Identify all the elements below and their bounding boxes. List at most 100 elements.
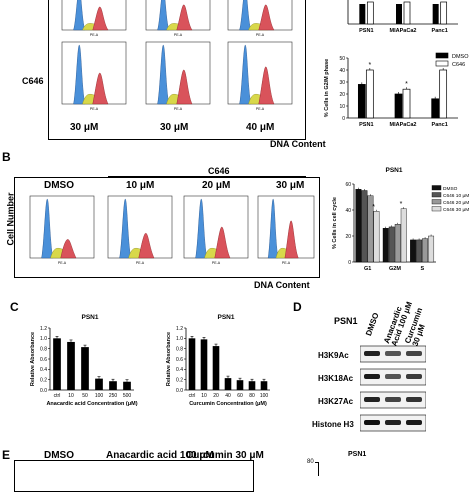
- panel-b-sample-label: DMSO: [44, 180, 74, 191]
- y-tick-label: 0.8: [176, 346, 183, 352]
- g2m-peak: [284, 220, 299, 259]
- g1-peak: [119, 198, 132, 259]
- significance-mark: *: [405, 81, 408, 88]
- tick-label: ctrl: [54, 393, 61, 399]
- axis-label-pe-a: PE-A: [256, 33, 265, 37]
- y-tick-label: 0: [348, 260, 351, 266]
- axis-label-pe-a: PE-A: [256, 107, 265, 111]
- histogram-frame: [183, 195, 249, 259]
- g2m-peak: [258, 4, 275, 31]
- tick-label: 10: [68, 393, 74, 399]
- y-axis-label: Relative Absorbance: [166, 332, 172, 386]
- panel-d-title: PSN1: [334, 316, 358, 326]
- bar: [431, 98, 440, 119]
- g2m-peak: [138, 232, 155, 259]
- panel-b-x-axis-label: DNA Content: [254, 280, 310, 290]
- panel-e-ytick: 80: [307, 459, 314, 465]
- y-tick-label: 0.0: [176, 388, 183, 394]
- axis-label-pe-a: PE-A: [90, 107, 99, 111]
- tick-label: 50: [82, 393, 88, 399]
- g1-peak: [157, 0, 170, 31]
- histogram-frame: [61, 0, 127, 31]
- panel-a-x-axis-label: DNA Content: [270, 139, 326, 149]
- y-tick-label: 0.4: [40, 367, 47, 373]
- bar: [359, 4, 366, 24]
- panel-e-chart-title: PSN1: [348, 451, 367, 458]
- y-tick-label: 1.0: [176, 336, 183, 342]
- tick-label: MIAPaCa2: [390, 122, 417, 128]
- tick-label: S: [420, 266, 424, 272]
- figure-canvas: PE-A PE-A PE-A PE-A PE-A PE-A PE-A PE-A PE-A PE-…: [29, 0, 315, 265]
- g2m-peak: [60, 239, 77, 259]
- legend-label: C646 10 μM: [443, 193, 469, 199]
- g2m-peak: [92, 6, 109, 31]
- g2m-peak: [176, 4, 193, 31]
- axis-label-pe-a: PE-A: [174, 107, 183, 111]
- legend-label: DMSO: [443, 186, 458, 192]
- bar: [432, 4, 439, 24]
- y-tick-label: 10: [339, 104, 345, 110]
- bar: [396, 4, 402, 24]
- panel-c-letter: C: [10, 300, 19, 314]
- y-tick-label: 0.8: [40, 346, 47, 352]
- panel-b-letter: B: [2, 150, 11, 164]
- bar: [361, 190, 368, 263]
- panel-a-charts: PSN1 MIAPaCa2 Panc1 0 10 20 30 40 50 % Cells in …: [324, 0, 469, 128]
- y-tick-label: 0: [342, 116, 345, 122]
- x-axis-label: Curcumin Concentration (μM): [189, 401, 267, 407]
- g2m-peak: [258, 66, 275, 105]
- blot-band: [385, 374, 401, 379]
- y-tick-label: 40: [345, 208, 351, 214]
- blot-band: [385, 397, 401, 402]
- legend-swatch: [431, 192, 442, 198]
- bar: [109, 381, 117, 390]
- tick-label: 500: [123, 393, 132, 399]
- g1-peak: [239, 0, 252, 31]
- panel-e-sample-label: Anacardic acid 100 μM: [106, 450, 214, 461]
- tick-label: 40: [225, 393, 231, 399]
- histogram-frame: [227, 41, 293, 105]
- treatment-bracket: [108, 176, 306, 177]
- histogram-frame: [145, 41, 211, 105]
- bar: [357, 84, 366, 119]
- y-tick-label: 0.2: [176, 377, 183, 383]
- blot-label: H3K27Ac: [318, 397, 354, 406]
- legend-swatch: [431, 185, 442, 191]
- g1-peak: [157, 44, 170, 105]
- bar: [440, 1, 448, 25]
- legend-label: C646 20 μM: [443, 200, 469, 206]
- tick-label: 10: [201, 393, 207, 399]
- x-axis-label: Anacardic acid Concentration (μM): [46, 401, 137, 407]
- tick-label: MIAPaCa2: [390, 28, 417, 34]
- bar: [365, 69, 374, 119]
- legend-swatch: [435, 60, 449, 67]
- chart-title: PSN1: [218, 314, 235, 321]
- y-tick-label: 60: [345, 182, 351, 188]
- blot-band: [406, 351, 422, 356]
- g1-peak: [239, 44, 252, 105]
- blot-band: [406, 397, 422, 402]
- panel-e-sample-label: DMSO: [44, 450, 74, 461]
- y-tick-label: 0.6: [176, 357, 183, 363]
- tick-label: Panc1: [432, 122, 448, 128]
- bar: [394, 93, 403, 119]
- bar: [382, 227, 389, 263]
- y-tick-label: 0.0: [40, 388, 47, 394]
- bar: [81, 347, 89, 390]
- y-tick-label: 1.2: [40, 326, 47, 332]
- g2m-peak: [92, 72, 109, 105]
- axis-label-pe-a: PE-A: [58, 261, 67, 265]
- axis-label-pe-a: PE-A: [212, 261, 221, 265]
- chart-title: PSN1: [386, 167, 403, 174]
- bar: [422, 238, 429, 263]
- blot-band: [385, 420, 401, 425]
- tick-label: 80: [249, 393, 255, 399]
- panel-b-treatment: C646: [208, 166, 230, 176]
- histogram-frame: [61, 41, 127, 105]
- legend-label: C646: [452, 62, 465, 68]
- panel-e-ytick-mark: [315, 462, 318, 463]
- y-tick-label: 0.6: [40, 357, 47, 363]
- bar: [248, 381, 256, 390]
- bar: [123, 381, 131, 390]
- tick-label: ctrl: [189, 393, 196, 399]
